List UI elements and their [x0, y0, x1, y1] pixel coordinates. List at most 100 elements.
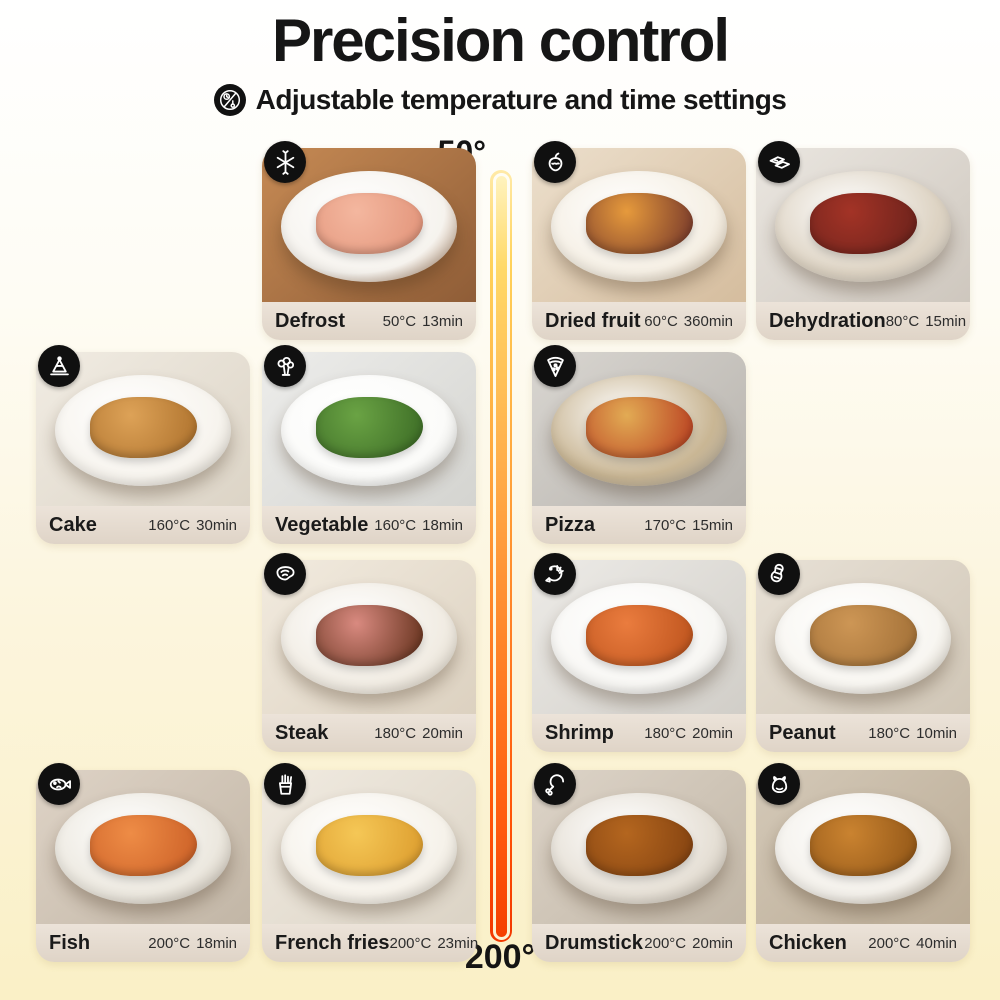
jerky-icon — [758, 141, 800, 183]
card-shrimp: Shrimp 180°C 20min — [532, 553, 746, 752]
card-cake: Cake 160°C 30min — [36, 345, 250, 544]
label-strip: Dried fruit 60°C 360min — [532, 302, 746, 340]
temperature-gradient-bar — [490, 170, 512, 942]
subtitle-row: Adjustable temperature and time settings — [0, 84, 1000, 116]
time-value: 18min — [196, 934, 237, 952]
food — [809, 604, 917, 667]
food — [585, 192, 693, 255]
time-value: 15min — [925, 312, 967, 330]
food — [89, 396, 197, 459]
peanut-icon — [758, 553, 800, 595]
food — [89, 814, 197, 877]
food-name: Dehydration — [769, 309, 886, 332]
label-strip: Steak 180°C 20min — [262, 714, 476, 752]
card-fish: Fish 200°C 18min — [36, 763, 250, 962]
food-name: Shrimp — [545, 721, 614, 744]
food-name: Peanut — [769, 721, 836, 744]
food-setting: 160°C 30min — [148, 517, 237, 534]
time-value: 20min — [422, 724, 463, 742]
food-photo — [36, 352, 250, 506]
label-strip: Pizza 170°C 15min — [532, 506, 746, 544]
label-strip: Defrost 50°C 13min — [262, 302, 476, 340]
whole-chicken-icon — [758, 763, 800, 805]
temp-value: 180°C — [644, 724, 687, 742]
label-strip: Cake 160°C 30min — [36, 506, 250, 544]
broccoli-icon — [264, 345, 306, 387]
time-value: 30min — [196, 516, 237, 534]
temp-value: 170°C — [644, 516, 687, 534]
dried-fruit-icon — [534, 141, 576, 183]
food-name: Chicken — [769, 931, 847, 954]
card-drumstick: Drumstick 200°C 20min — [532, 763, 746, 962]
food-name: French fries — [275, 931, 390, 954]
food-setting: 180°C 10min — [868, 725, 957, 742]
label-strip: Shrimp 180°C 20min — [532, 714, 746, 752]
time-value: 20min — [692, 934, 733, 952]
time-value: 23min — [437, 934, 479, 952]
card-defrost: Defrost 50°C 13min — [262, 141, 476, 340]
food-setting: 160°C 18min — [374, 517, 463, 534]
food-name: Fish — [49, 931, 91, 954]
page-title: Precision control — [271, 7, 730, 74]
temp-value: 180°C — [374, 724, 417, 742]
food-photo — [36, 770, 250, 924]
food — [315, 192, 423, 255]
shrimp-icon — [534, 553, 576, 595]
label-strip: French fries 200°C 23min — [262, 924, 478, 962]
card-steak: Steak 180°C 20min — [262, 553, 476, 752]
food-name: Cake — [49, 513, 97, 536]
food — [585, 604, 693, 667]
label-strip: Peanut 180°C 10min — [756, 714, 970, 752]
card-chicken: Chicken 200°C 40min — [756, 763, 970, 962]
bar-gap — [492, 172, 510, 940]
food-name: Dried fruit — [545, 309, 641, 332]
food-photo — [532, 352, 746, 506]
time-value: 10min — [916, 724, 957, 742]
card-vegetable: Vegetable 160°C 18min — [262, 345, 476, 544]
food-setting: 60°C 360min — [644, 313, 733, 330]
food-setting: 200°C 20min — [644, 935, 733, 952]
card-french-fries: French fries 200°C 23min — [262, 763, 478, 962]
page-subtitle: Adjustable temperature and time settings — [255, 84, 787, 115]
time-value: 360min — [683, 312, 733, 330]
label-strip: Vegetable 160°C 18min — [262, 506, 476, 544]
food-photo — [532, 148, 746, 302]
bar-core — [495, 175, 507, 937]
card-pizza: Pizza 170°C 15min — [532, 345, 746, 544]
temp-value: 50°C — [382, 312, 417, 330]
time-value: 20min — [692, 724, 733, 742]
food-name: Vegetable — [275, 513, 369, 536]
food — [585, 814, 693, 877]
card-dehydration: Dehydration 80°C 15min — [756, 141, 970, 340]
time-value: 18min — [422, 516, 463, 534]
label-strip: Chicken 200°C 40min — [756, 924, 970, 962]
temp-value: 60°C — [644, 312, 678, 330]
card-peanut: Peanut 180°C 10min — [756, 553, 970, 752]
temp-value: 160°C — [374, 516, 417, 534]
food-name: Drumstick — [545, 931, 643, 954]
food-name: Defrost — [275, 309, 346, 332]
time-value: 15min — [692, 516, 733, 534]
time-value: 13min — [422, 312, 463, 330]
food-setting: 200°C 18min — [148, 935, 237, 952]
scale-max-label: 200° — [464, 938, 536, 976]
time-value: 40min — [916, 934, 957, 952]
food — [315, 396, 423, 459]
temp-value: 160°C — [148, 516, 191, 534]
drumstick-icon — [534, 763, 576, 805]
steak-icon — [264, 553, 306, 595]
temp-value: 80°C — [885, 312, 920, 330]
temp-value: 180°C — [868, 724, 911, 742]
food-setting: 170°C 15min — [644, 517, 733, 534]
food — [315, 604, 423, 667]
food-setting: 200°C 23min — [389, 935, 478, 952]
food-setting: 80°C 15min — [886, 313, 966, 330]
label-strip: Drumstick 200°C 20min — [532, 924, 746, 962]
fries-icon — [264, 763, 306, 805]
temp-value: 200°C — [148, 934, 191, 952]
food-name: Pizza — [545, 513, 596, 536]
temp-value: 200°C — [868, 934, 911, 952]
temp-value: 200°C — [389, 934, 432, 952]
pizza-icon — [534, 345, 576, 387]
label-strip: Fish 200°C 18min — [36, 924, 250, 962]
